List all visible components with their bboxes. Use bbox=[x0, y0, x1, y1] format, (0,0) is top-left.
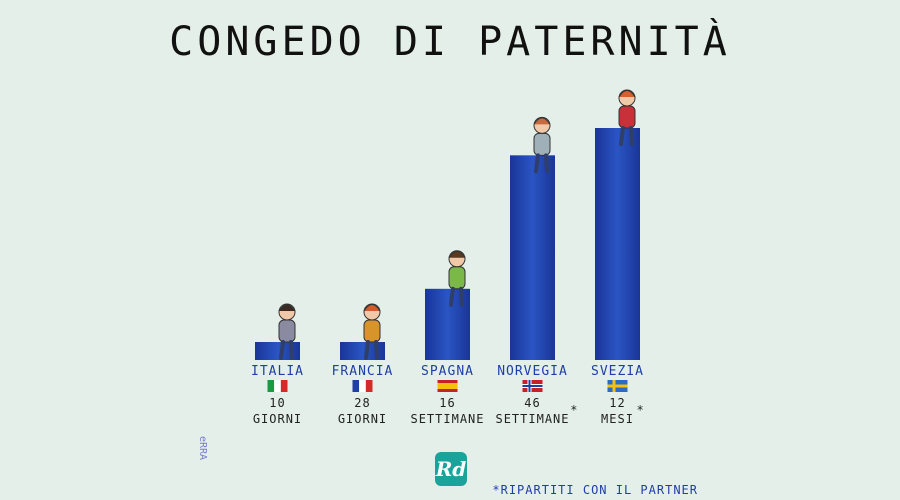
duration-amount: 10 bbox=[269, 396, 285, 410]
footnote-asterisk: * bbox=[637, 403, 644, 417]
artist-signature: eRRA bbox=[197, 436, 208, 460]
country-label: SPAGNA bbox=[421, 364, 474, 379]
bar-norvegia bbox=[510, 155, 555, 360]
norway-flag bbox=[522, 380, 543, 392]
italy-flag bbox=[267, 380, 288, 392]
duration-amount: 46 bbox=[524, 396, 540, 410]
person-illustration bbox=[618, 89, 636, 146]
duration-unit: GIORNI bbox=[338, 412, 387, 426]
person-illustration bbox=[278, 303, 296, 360]
sweden-flag bbox=[607, 380, 628, 392]
person-illustration bbox=[533, 116, 551, 174]
france-flag bbox=[352, 380, 373, 392]
country-label: ITALIA bbox=[251, 364, 304, 379]
duration-amount: 28 bbox=[354, 396, 370, 410]
duration-unit: GIORNI bbox=[253, 412, 302, 426]
duration-amount: 12 bbox=[609, 396, 625, 410]
duration-unit: SETTIMANE bbox=[495, 412, 569, 426]
country-label: NORVEGIA bbox=[497, 364, 568, 379]
spain-flag bbox=[437, 380, 458, 392]
footnote-asterisk: * bbox=[570, 403, 577, 417]
svg-text:Rd: Rd bbox=[435, 457, 467, 481]
bars-group bbox=[255, 128, 640, 360]
duration-unit: SETTIMANE bbox=[410, 412, 484, 426]
chart-title: CONGEDO DI PATERNITÀ bbox=[169, 17, 731, 65]
country-label: SVEZIA bbox=[591, 364, 644, 379]
footnote: *RIPARTITI CON IL PARTNER bbox=[492, 483, 698, 497]
illustrations-group bbox=[278, 89, 636, 360]
rd-logo: Rd bbox=[435, 452, 467, 486]
person-illustration bbox=[448, 250, 466, 307]
bar-francia bbox=[340, 342, 385, 360]
person-illustration bbox=[363, 303, 381, 360]
duration-unit: MESI bbox=[601, 412, 634, 426]
bar-svezia bbox=[595, 128, 640, 360]
bar-italia bbox=[255, 342, 300, 360]
country-label: FRANCIA bbox=[332, 364, 394, 379]
duration-amount: 16 bbox=[439, 396, 455, 410]
labels-group: ITALIA 10 GIORNI FRANCIA 28 GIORNI SPAGNA 16 SET… bbox=[251, 364, 644, 426]
